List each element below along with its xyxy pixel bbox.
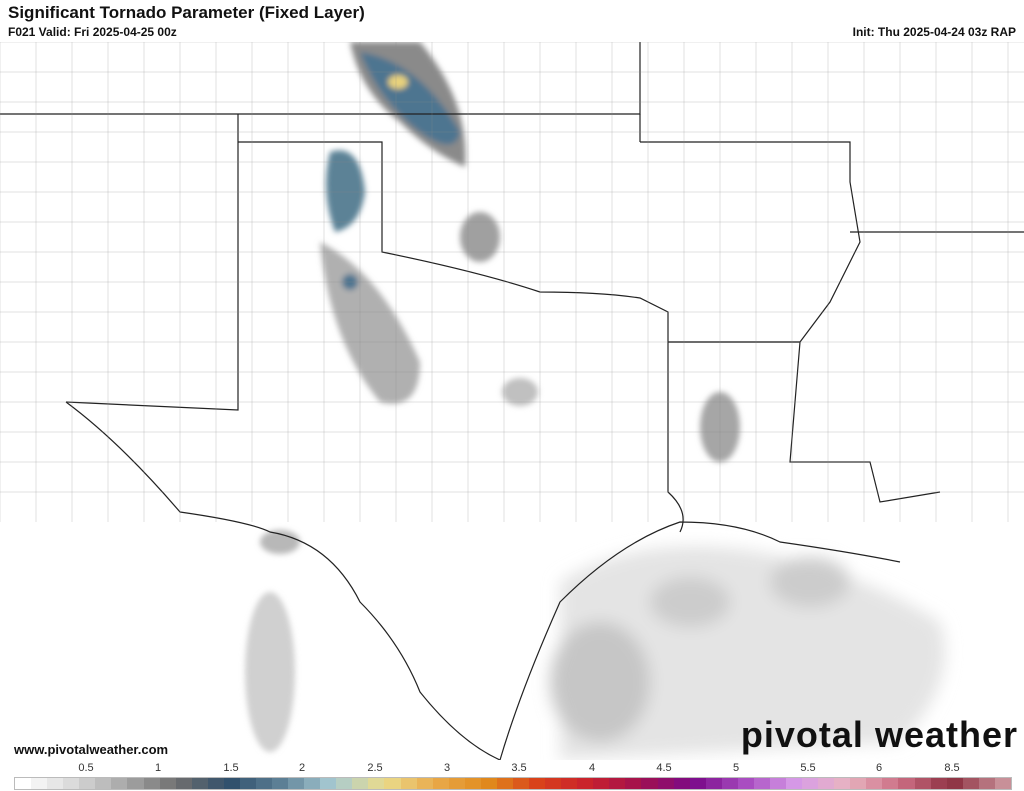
colorbar-swatch: [625, 778, 642, 789]
colorbar-swatch: [850, 778, 867, 789]
colorbar-swatch: [753, 778, 770, 789]
stp-contours: [245, 42, 740, 752]
colorbar-ticks: 0.5 1 1.5 2 2.5 3 3.5 4 4.5 5 5.5 6 8.5: [0, 762, 1024, 776]
colorbar-swatch: [47, 778, 64, 789]
colorbar-swatch: [416, 778, 433, 789]
colorbar-swatch: [802, 778, 819, 789]
colorbar-swatch: [529, 778, 546, 789]
colorbar-swatch: [818, 778, 835, 789]
colorbar-swatch: [641, 778, 658, 789]
colorbar-tick-label: 3: [443, 762, 451, 774]
init-time: Init: Thu 2025-04-24 03z RAP: [852, 25, 1016, 39]
colorbar-swatch: [866, 778, 883, 789]
colorbar-swatch: [786, 778, 803, 789]
colorbar-swatch: [994, 778, 1011, 789]
colorbar-swatch: [111, 778, 128, 789]
colorbar-swatch: [127, 778, 144, 789]
colorbar-swatch: [480, 778, 497, 789]
colorbar-swatch: [191, 778, 208, 789]
colorbar-swatch: [352, 778, 369, 789]
colorbar-tick-label: 4.5: [656, 762, 672, 774]
map-title: Significant Tornado Parameter (Fixed Lay…: [8, 3, 365, 22]
colorbar-swatch: [914, 778, 931, 789]
colorbar-swatch: [882, 778, 899, 789]
colorbar-swatch: [962, 778, 979, 789]
colorbar-swatch: [689, 778, 706, 789]
colorbar-swatch: [898, 778, 915, 789]
colorbar-tick-label: 5: [732, 762, 740, 774]
colorbar-swatch: [673, 778, 690, 789]
colorbar-swatch: [304, 778, 321, 789]
website-label: www.pivotalweather.com: [14, 742, 169, 757]
colorbar-swatch: [946, 778, 963, 789]
colorbar-swatch: [930, 778, 947, 789]
colorbar-swatch: [737, 778, 754, 789]
colorbar-swatch: [657, 778, 674, 789]
colorbar-swatch: [400, 778, 417, 789]
weather-map: [0, 42, 1024, 760]
gulf-shading: [550, 546, 945, 760]
colorbar-tick-label: 2.5: [367, 762, 383, 774]
colorbar-swatch: [593, 778, 610, 789]
colorbar-swatch: [834, 778, 851, 789]
colorbar-swatch: [609, 778, 626, 789]
colorbar-swatch: [207, 778, 224, 789]
colorbar-swatch: [223, 778, 240, 789]
colorbar-swatch: [769, 778, 786, 789]
colorbar-swatch: [432, 778, 449, 789]
pivotal-weather-logo: pivotal weather: [740, 714, 1018, 755]
county-lines: [0, 42, 1024, 522]
colorbar-tick-label: 1: [154, 762, 162, 774]
colorbar-swatch: [63, 778, 80, 789]
colorbar-swatch: [143, 778, 160, 789]
colorbar-swatch: [288, 778, 305, 789]
colorbar-swatch: [175, 778, 192, 789]
colorbar-swatch: [79, 778, 96, 789]
colorbar-swatch: [272, 778, 289, 789]
colorbar-swatch: [159, 778, 176, 789]
colorbar-swatch: [705, 778, 722, 789]
colorbar-tick-label: 2: [298, 762, 306, 774]
colorbar: [14, 777, 1012, 790]
colorbar-swatch: [255, 778, 272, 789]
colorbar-swatch: [577, 778, 594, 789]
colorbar-swatch: [448, 778, 465, 789]
valid-time: F021 Valid: Fri 2025-04-25 00z: [8, 25, 177, 39]
colorbar-swatch: [721, 778, 738, 789]
colorbar-tick-label: 3.5: [511, 762, 527, 774]
colorbar-swatch: [496, 778, 513, 789]
colorbar-swatch: [15, 778, 32, 789]
colorbar-tick-label: 1.5: [223, 762, 239, 774]
colorbar-tick-label: 6: [875, 762, 883, 774]
colorbar-swatch: [95, 778, 112, 789]
colorbar-swatch: [512, 778, 529, 789]
colorbar-swatch: [368, 778, 385, 789]
colorbar-swatch: [31, 778, 48, 789]
colorbar-swatch: [320, 778, 337, 789]
colorbar-tick-label: 8.5: [944, 762, 960, 774]
colorbar-swatch: [545, 778, 562, 789]
colorbar-tick-label: 5.5: [800, 762, 816, 774]
colorbar-tick-label: 4: [588, 762, 596, 774]
colorbar-swatch: [561, 778, 578, 789]
colorbar-tick-label: 0.5: [78, 762, 94, 774]
colorbar-swatch: [384, 778, 401, 789]
colorbar-swatch: [464, 778, 481, 789]
colorbar-swatch: [239, 778, 256, 789]
colorbar-swatch: [978, 778, 995, 789]
colorbar-swatch: [336, 778, 353, 789]
